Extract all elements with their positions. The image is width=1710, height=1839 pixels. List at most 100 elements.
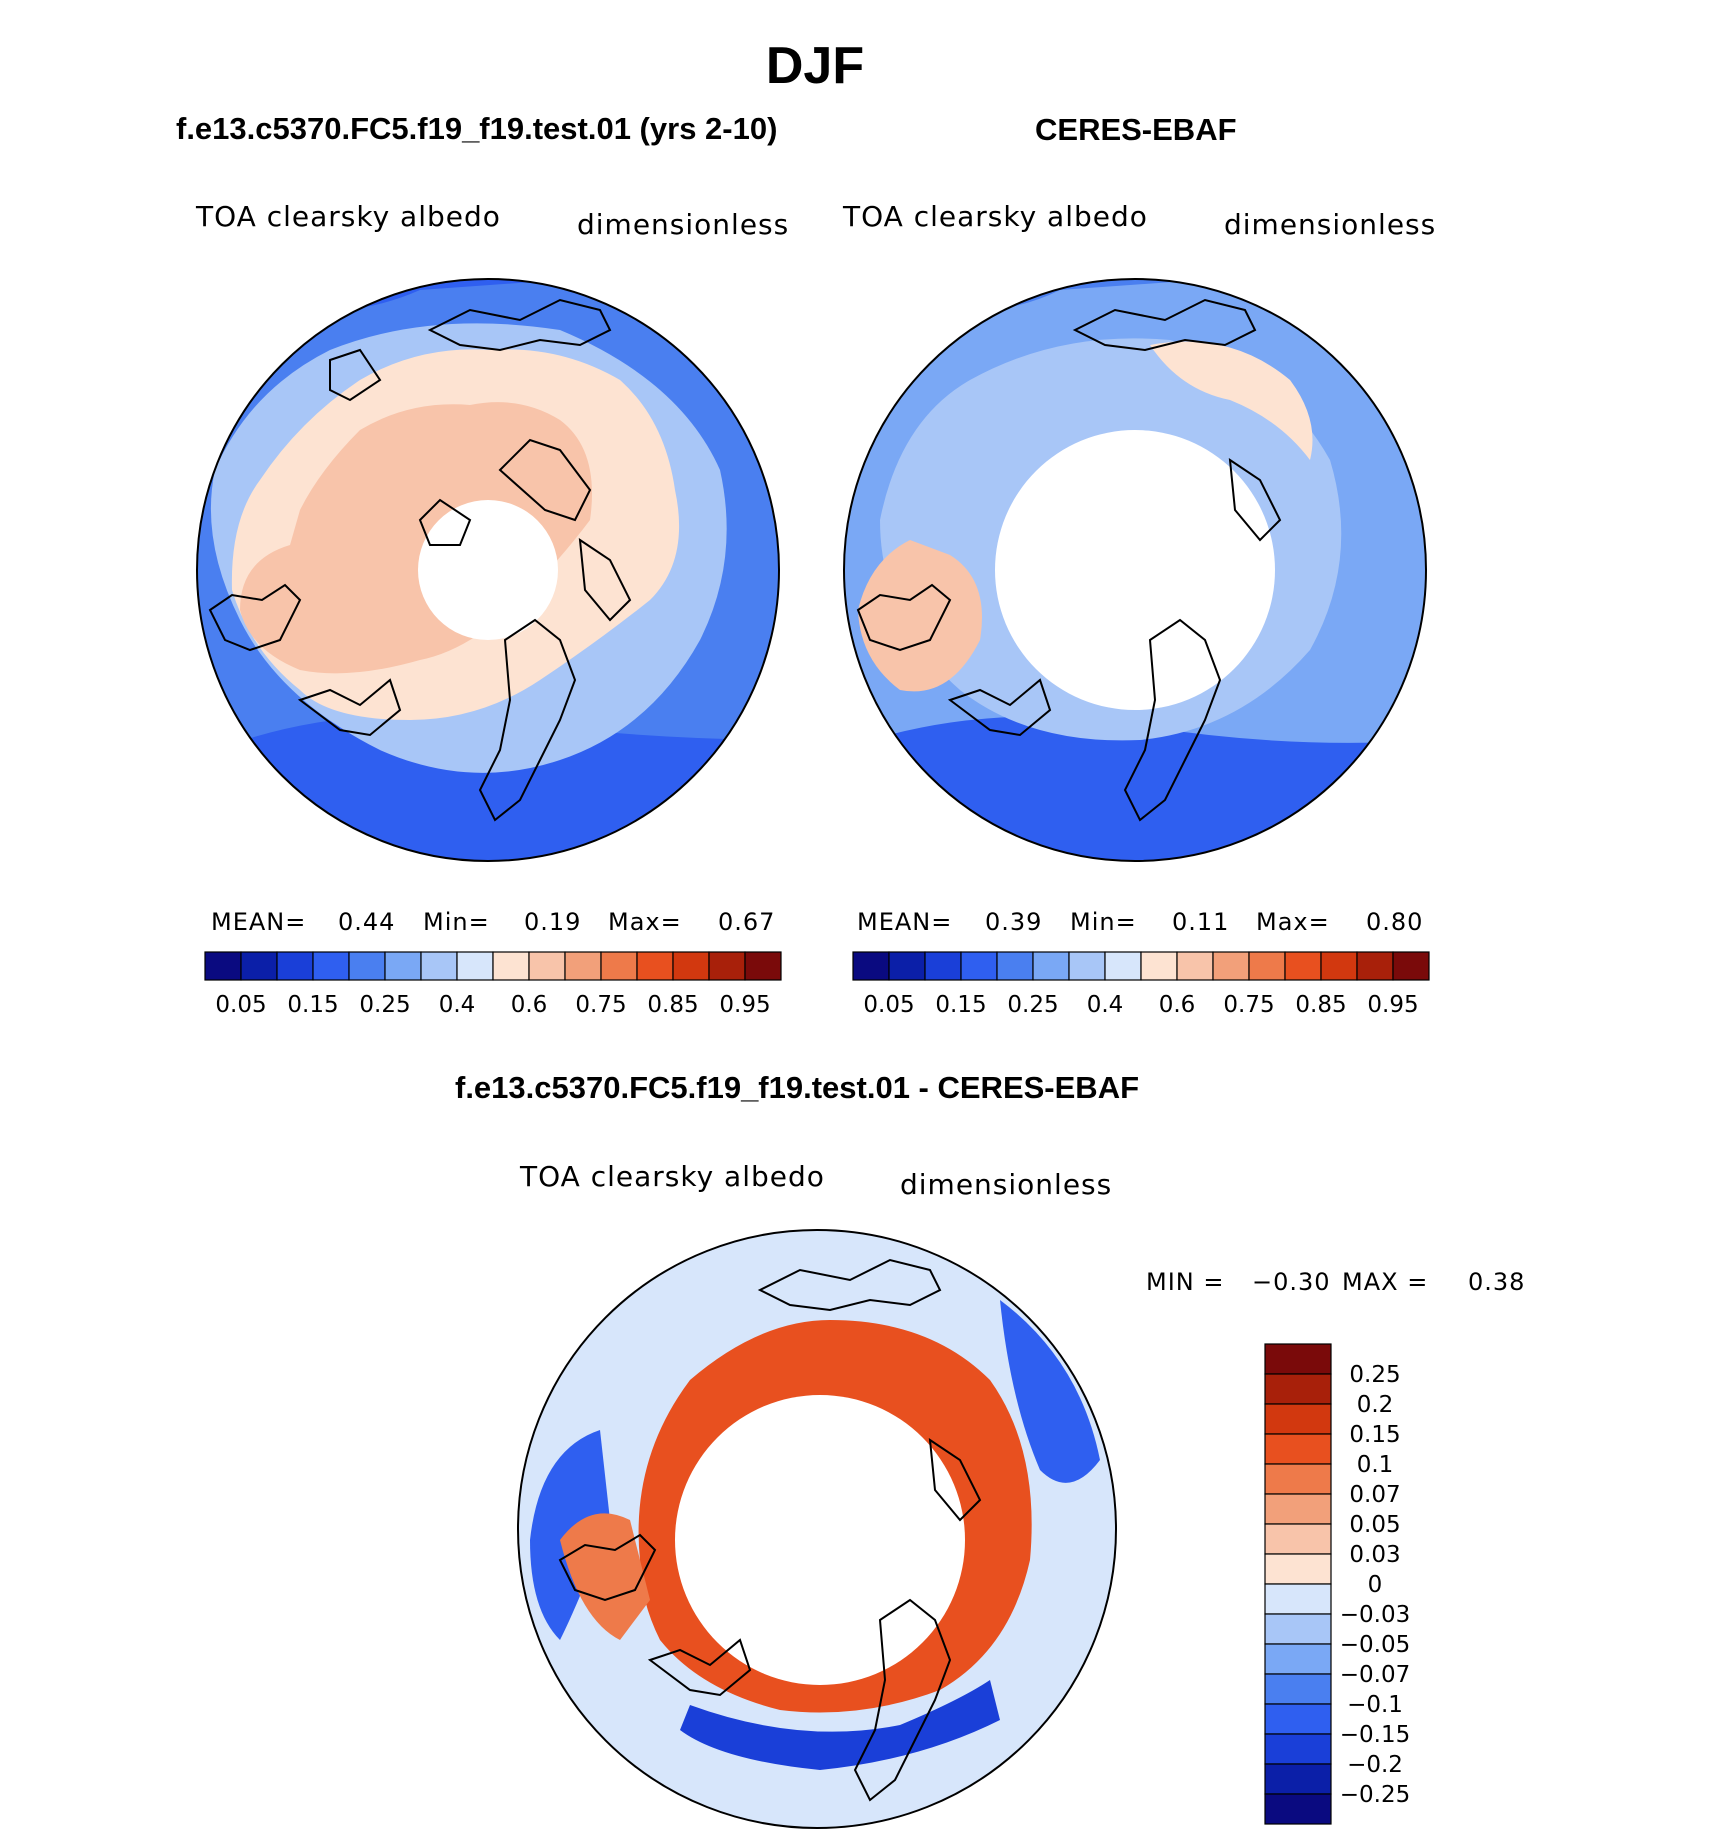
panel1-units: dimensionless: [577, 208, 790, 241]
panel3-colorbar-box-12: [1264, 1703, 1332, 1735]
panel3-variable: TOA clearsky albedo: [520, 1160, 825, 1193]
panel3-min-value: −0.30: [1252, 1268, 1331, 1296]
panel2-colorbar-tick-label: 0.15: [935, 992, 986, 1018]
panel1-colorbar-tick-label: 0.95: [719, 992, 770, 1018]
panel2-field-siberia: [1150, 341, 1313, 460]
panel3-coastlines: [558, 1258, 982, 1802]
panel2-polar-hole: [995, 430, 1275, 710]
panel3-colorbar-box-13: [1264, 1733, 1332, 1765]
panel3-colorbar-tick-label: −0.2: [1347, 1752, 1403, 1778]
panel2-max-value: 0.80: [1366, 908, 1424, 936]
panel2-map-border: [843, 278, 1427, 862]
panel2-title: CERES-EBAF: [1035, 112, 1237, 147]
panel1-colorbar-box-5: [384, 951, 422, 981]
panel3-colorbar-box-11: [1264, 1673, 1332, 1705]
panel1-colorbar-box-8: [492, 951, 530, 981]
panel2-colorbar-box-14: [1356, 951, 1394, 981]
panel3-colorbar-box-5: [1264, 1493, 1332, 1525]
panel1-colorbar-box-1: [240, 951, 278, 981]
panel3-colorbar: 0.25 0.2 0.15 0.1 0.07 0.05 0.03 0 −0.03 −0.05 −0.…: [1264, 1343, 1410, 1825]
panel1-colorbar-box-12: [636, 951, 674, 981]
panel3-colorbar-tick-label: 0.2: [1357, 1392, 1394, 1418]
panel3-map-border: [517, 1229, 1117, 1829]
figure-title: DJF: [765, 37, 865, 95]
panel1-colorbar-tick-label: 0.25: [359, 992, 410, 1018]
panel2-max-label: Max=: [1256, 908, 1330, 936]
panel2-colorbar-box-8: [1140, 951, 1178, 981]
panel2-colorbar-box-0: [852, 951, 890, 981]
panel3-colorbar-tick-label: 0.07: [1349, 1482, 1400, 1508]
panel1-colorbar-box-6: [420, 951, 458, 981]
panel1-max-value: 0.67: [718, 908, 776, 936]
panel3-min-label: MIN =: [1146, 1268, 1225, 1296]
panel3-colorbar-tick-label: −0.1: [1347, 1692, 1403, 1718]
panel1-colorbar-tick-label: 0.6: [511, 992, 548, 1018]
panel3-max-label: MAX =: [1342, 1268, 1429, 1296]
panel1-colorbar-box-3: [312, 951, 350, 981]
panel3-colorbar-tick-label: −0.07: [1340, 1662, 1410, 1688]
panel3-colorbar-box-4: [1264, 1463, 1332, 1495]
panel2-variable: TOA clearsky albedo: [843, 200, 1148, 233]
panel1-colorbar-tick-label: 0.85: [647, 992, 698, 1018]
panel1-variable: TOA clearsky albedo: [196, 200, 501, 233]
panel2-colorbar-box-4: [996, 951, 1034, 981]
panel1-colorbar-box-11: [600, 951, 638, 981]
panel3-colorbar-box-6: [1264, 1523, 1332, 1555]
panel3-colorbar-box-9: [1264, 1613, 1332, 1645]
panel1-coastlines: [208, 298, 632, 822]
panel2-colorbar-box-11: [1248, 951, 1286, 981]
panel3-polar-hole: [675, 1395, 965, 1685]
panel2-colorbar-tick-label: 0.95: [1367, 992, 1418, 1018]
panel2-colorbar-box-5: [1032, 951, 1070, 981]
panel3-units: dimensionless: [900, 1168, 1113, 1201]
panel1-colorbar-box-2: [276, 951, 314, 981]
panel3-map: [517, 1229, 1117, 1829]
panel3-colorbar-tick-label: 0.03: [1349, 1542, 1400, 1568]
panel3-colorbar-box-15: [1264, 1793, 1332, 1825]
panel1-polar-hole: [418, 500, 558, 640]
panel1-colorbar-tick-label: 0.05: [215, 992, 266, 1018]
panel1-colorbar-box-7: [456, 951, 494, 981]
panel2-units: dimensionless: [1224, 208, 1437, 241]
panel1-colorbar-box-14: [708, 951, 746, 981]
panel3-field-atlantic-low: [680, 1680, 1000, 1770]
panel3-colorbar-tick-label: 0: [1368, 1572, 1383, 1598]
panel3-field-alaska: [560, 1513, 650, 1640]
panel2-min-value: 0.11: [1172, 908, 1230, 936]
panel2-colorbar-tick-label: 0.4: [1087, 992, 1124, 1018]
panel2-mean-value: 0.39: [985, 908, 1043, 936]
panel1-min-label: Min=: [423, 908, 490, 936]
panel2-mean-label: MEAN=: [857, 908, 953, 936]
panel1-colorbar-tick-label: 0.75: [575, 992, 626, 1018]
panel3-field-east-low: [1000, 1300, 1100, 1483]
panel2-colorbar-box-1: [888, 951, 926, 981]
panel2-coastlines: [856, 298, 1282, 822]
panel3-colorbar-box-10: [1264, 1643, 1332, 1675]
panel1-mean-label: MEAN=: [211, 908, 307, 936]
panel3-colorbar-box-1: [1264, 1373, 1332, 1405]
panel2-colorbar-box-2: [924, 951, 962, 981]
panel1-map-border: [196, 278, 780, 862]
panel2-colorbar-tick-label: 0.05: [863, 992, 914, 1018]
panel2-min-label: Min=: [1070, 908, 1137, 936]
panel3-colorbar-box-2: [1264, 1403, 1332, 1435]
panel2-colorbar-box-10: [1212, 951, 1250, 981]
panel1-colorbar-box-0: [204, 951, 242, 981]
panel1-min-value: 0.19: [524, 908, 582, 936]
panel2-colorbar: 0.05 0.15 0.25 0.4 0.6 0.75 0.85 0.95: [852, 951, 1430, 1018]
panel2-colorbar-box-3: [960, 951, 998, 981]
panel1-colorbar: 0.05 0.15 0.25 0.4 0.6 0.75 0.85 0.95: [204, 951, 782, 1018]
panel2-map: [843, 278, 1427, 862]
panel1-colorbar-tick-label: 0.15: [287, 992, 338, 1018]
panel2-colorbar-box-9: [1176, 951, 1214, 981]
panel2-colorbar-box-6: [1068, 951, 1106, 981]
panel2-colorbar-tick-label: 0.75: [1223, 992, 1274, 1018]
panel3-colorbar-box-8: [1264, 1583, 1332, 1615]
panel3-colorbar-box-0: [1264, 1343, 1332, 1375]
panel1-colorbar-box-15: [744, 951, 782, 981]
panel1-map: [196, 278, 780, 862]
panel1-colorbar-tick-label: 0.4: [439, 992, 476, 1018]
panel3-colorbar-box-14: [1264, 1763, 1332, 1795]
panel2-colorbar-tick-label: 0.25: [1007, 992, 1058, 1018]
